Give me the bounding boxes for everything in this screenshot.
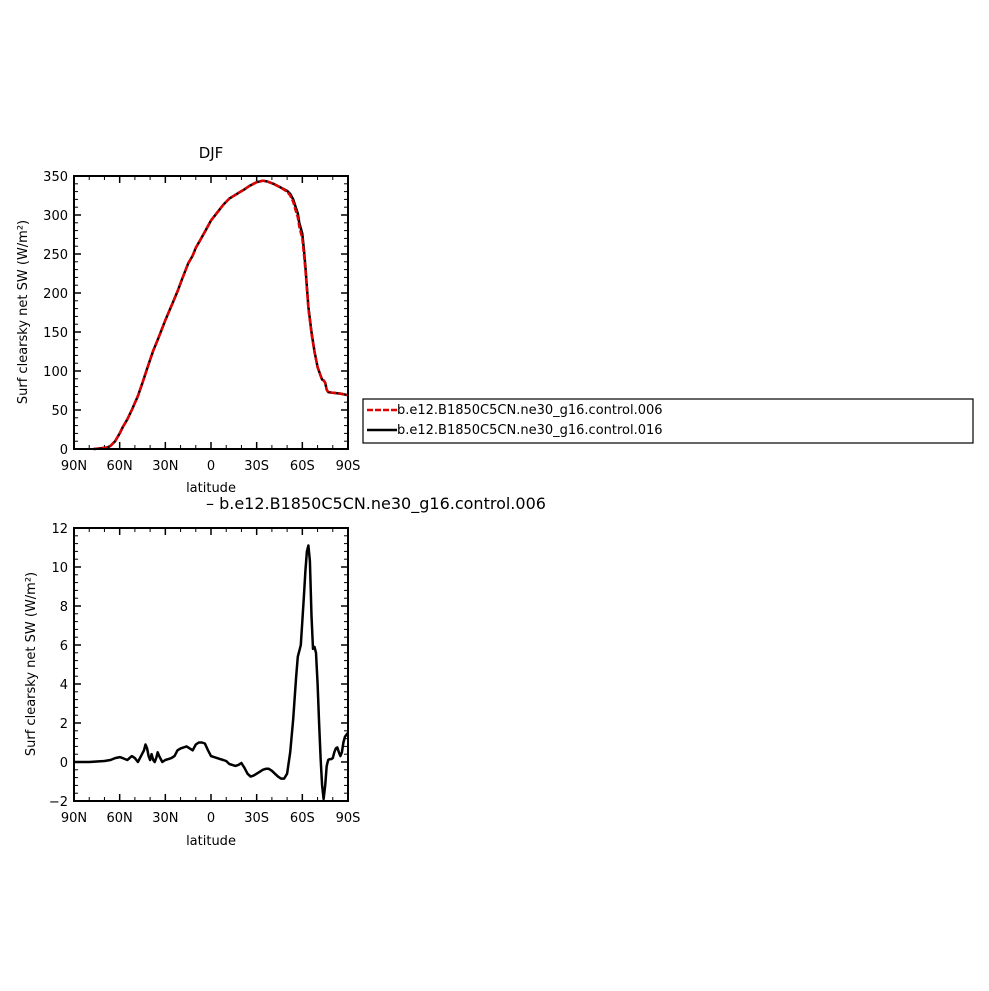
top-y-tick-label: 350 (43, 170, 68, 185)
top-y-tick-label: 250 (43, 248, 68, 263)
bottom-x-tick-label: 30N (152, 811, 178, 826)
bottom-y-tick-label: 2 (60, 717, 68, 732)
top-y-tick-label: 100 (43, 365, 68, 380)
top-y-tick-label: 150 (43, 326, 68, 341)
bottom-series-line-0 (74, 544, 349, 801)
bottom-panel: – b.e12.B1850C5CN.ne30_g16.control.006 9… (24, 494, 546, 849)
bottom-chart-title: – b.e12.B1850C5CN.ne30_g16.control.006 (206, 494, 546, 514)
top-series-group (93, 179, 349, 451)
bottom-x-axis-label: latitude (186, 834, 236, 849)
bottom-x-tick-label: 60N (107, 811, 133, 826)
top-ticks: 90N 60N 30N 0 30S 60S 90S 0 50 100 150 200 250 300 350 (43, 170, 360, 474)
top-y-tick-label: 300 (43, 209, 68, 224)
bottom-x-tick-label: 30S (244, 811, 269, 826)
top-x-tick-label: 30S (244, 459, 269, 474)
top-chart-title: DJF (199, 144, 224, 162)
top-x-tick-label: 0 (207, 459, 215, 474)
top-x-tick-label: 30N (152, 459, 178, 474)
bottom-y-axis-label: Surf clearsky net SW (W/m²) (24, 572, 39, 756)
bottom-x-tick-label: 0 (207, 811, 215, 826)
bottom-y-tick-label: −2 (49, 795, 68, 810)
legend-label-control-006: b.e12.B1850C5CN.ne30_g16.control.006 (397, 403, 663, 418)
bottom-x-tick-label: 60S (290, 811, 315, 826)
top-series-line-0 (93, 179, 349, 451)
bottom-y-tick-label: 10 (51, 561, 68, 576)
bottom-x-tick-label: 90N (61, 811, 87, 826)
top-x-tick-label: 90N (61, 459, 87, 474)
top-x-tick-label: 60N (107, 459, 133, 474)
bottom-y-tick-label: 8 (60, 600, 68, 615)
bottom-y-tick-label: 0 (60, 756, 68, 771)
bottom-y-tick-label: 6 (60, 639, 68, 654)
top-x-axis-label: latitude (186, 481, 236, 496)
top-x-tick-label: 60S (290, 459, 315, 474)
bottom-plot-frame (73, 527, 349, 802)
top-y-tick-label: 0 (60, 443, 68, 458)
bottom-y-tick-label: 4 (60, 678, 68, 693)
top-y-tick-label: 50 (51, 404, 68, 419)
top-y-axis-label: Surf clearsky net SW (W/m²) (16, 220, 31, 404)
legend: b.e12.B1850C5CN.ne30_g16.control.006 b.e… (362, 398, 974, 444)
legend-label-control-016: b.e12.B1850C5CN.ne30_g16.control.016 (397, 423, 663, 438)
bottom-y-tick-label: 12 (51, 522, 68, 537)
legend-box (362, 398, 974, 444)
bottom-x-tick-label: 90S (336, 811, 361, 826)
top-x-tick-label: 90S (336, 459, 361, 474)
top-y-tick-label: 200 (43, 287, 68, 302)
top-plot-frame (73, 175, 349, 450)
bottom-series-group (74, 544, 349, 801)
bottom-ticks: 90N 60N 30N 0 30S 60S 90S −2 0 2 4 6 8 10 12 (49, 522, 361, 826)
top-panel: DJF 90N 60N 30N 0 30S 60S 90S 0 50 100 150 200 250 30… (16, 144, 360, 496)
